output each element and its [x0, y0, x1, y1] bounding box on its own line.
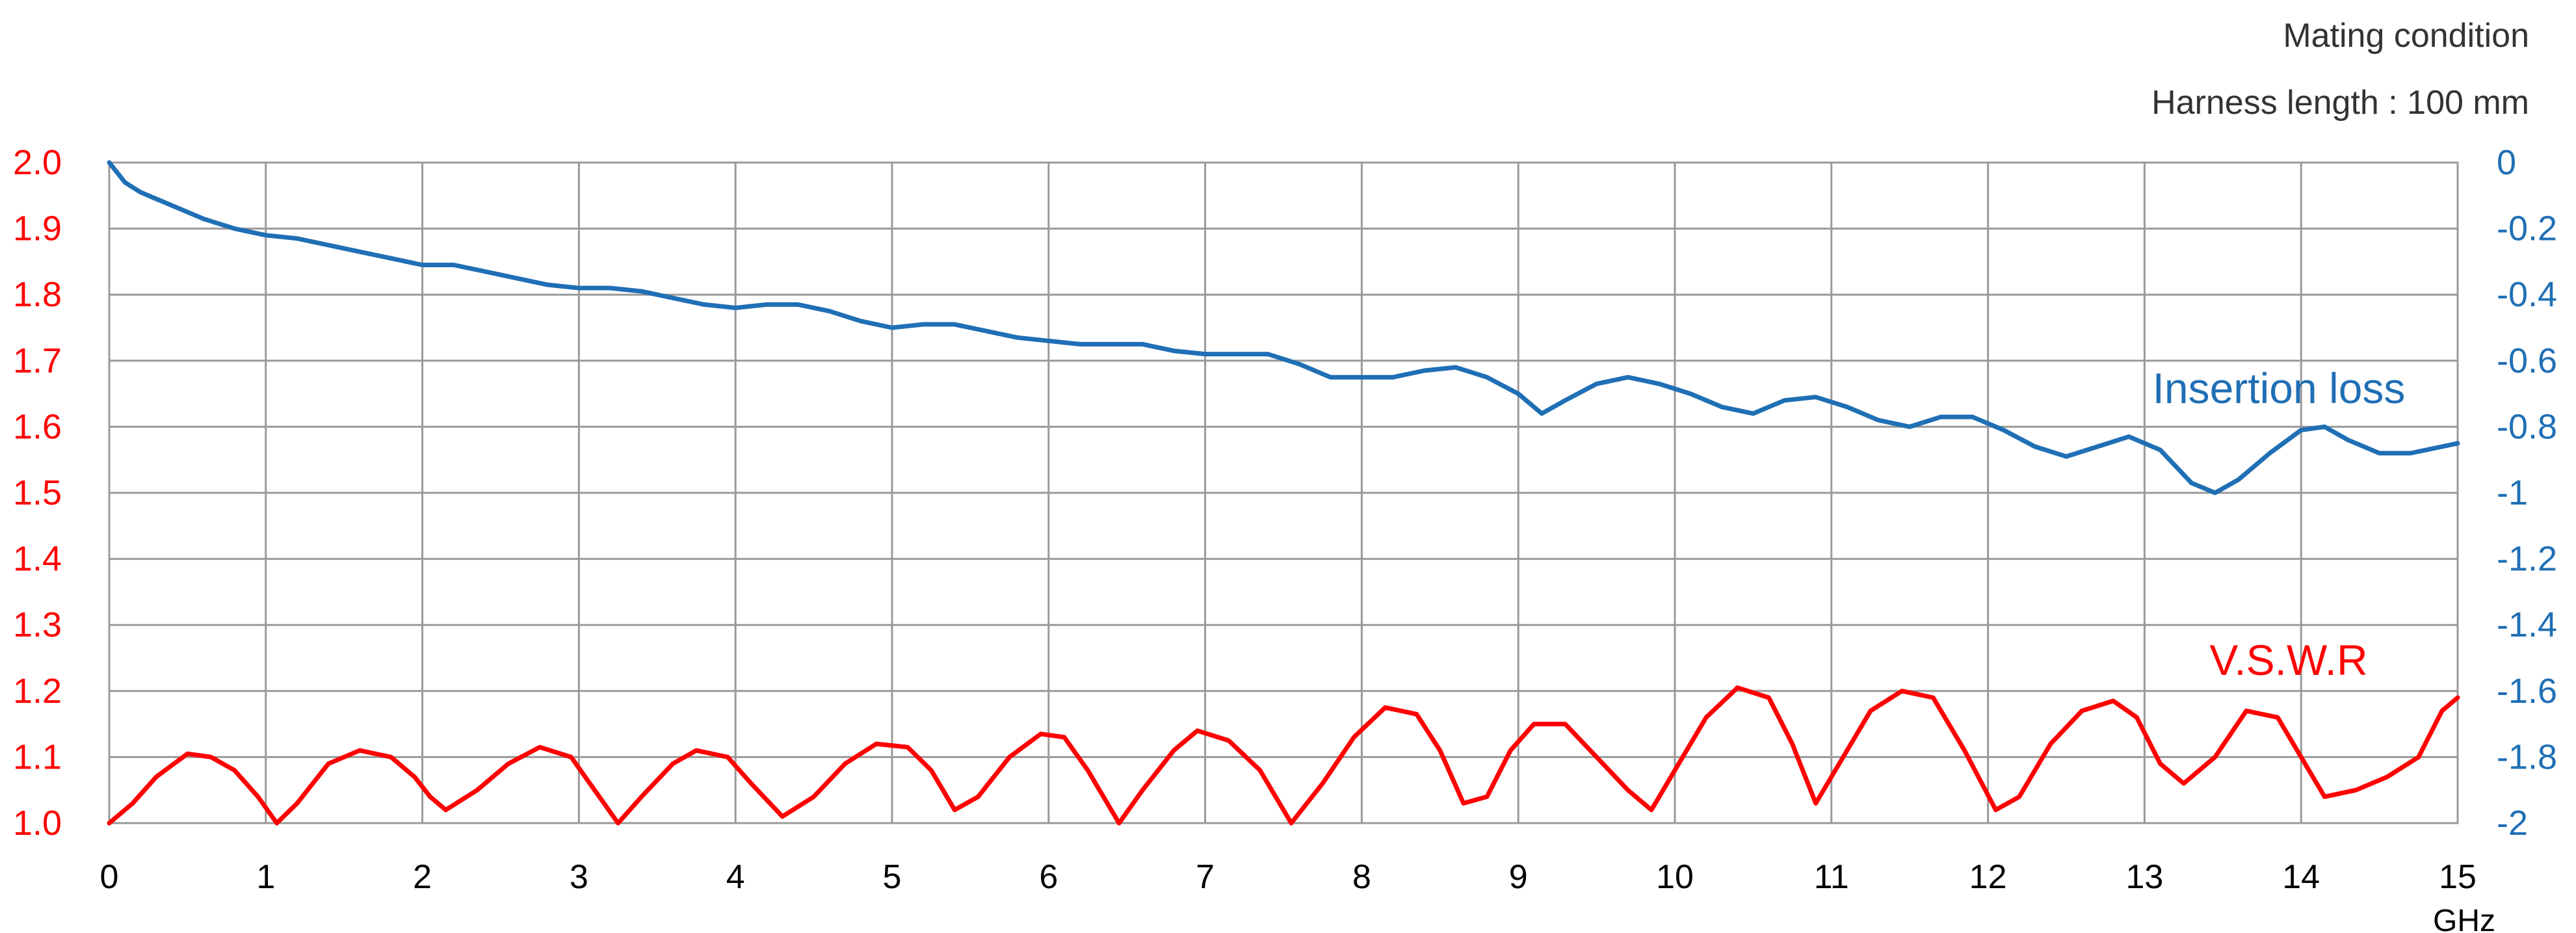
left-tick-label: 1.5	[13, 473, 62, 512]
right-tick-label: -0.2	[2497, 209, 2557, 248]
x-tick-label: 1	[256, 858, 275, 896]
right-tick-label: 0	[2497, 143, 2516, 182]
x-axis-unit-label: GHz	[2433, 904, 2495, 933]
right-tick-label: -1	[2497, 473, 2528, 512]
series-label-insertion-loss: Insertion loss	[2153, 364, 2406, 412]
insertion-loss-series-line	[107, 160, 2460, 495]
x-tick-label: 6	[1039, 858, 1058, 896]
right-tick-label: -1.2	[2497, 540, 2557, 579]
x-tick-label: 2	[413, 858, 432, 896]
vswr-series-line	[107, 685, 2460, 826]
left-tick-label: 1.6	[13, 407, 62, 446]
x-tick-label: 15	[2439, 858, 2477, 896]
right-tick-label: -2	[2497, 804, 2528, 843]
x-tick-label: 13	[2125, 858, 2163, 896]
left-tick-label: 1.8	[13, 275, 62, 314]
x-axis-ticks: 0 1 2 3 4 5 6 7 8 9 10 11 12 13 14 15	[100, 858, 2477, 896]
right-tick-label: -1.4	[2497, 605, 2557, 644]
left-tick-label: 1.1	[13, 737, 62, 776]
left-tick-label: 1.2	[13, 672, 62, 711]
left-tick-label: 1.4	[13, 540, 62, 579]
right-tick-label: -0.8	[2497, 407, 2557, 446]
x-tick-label: 14	[2282, 858, 2320, 896]
x-tick-label: 4	[726, 858, 745, 896]
x-tick-label: 8	[1352, 858, 1371, 896]
left-tick-label: 1.3	[13, 605, 62, 644]
x-tick-label: 7	[1196, 858, 1215, 896]
right-axis-ticks: 0 -0.2 -0.4 -0.6 -0.8 -1 -1.2 -1.4 -1.6 -1.8 -2	[2497, 143, 2557, 843]
x-tick-label: 0	[100, 858, 119, 896]
right-tick-label: -0.4	[2497, 275, 2557, 314]
x-tick-label: 3	[570, 858, 588, 896]
left-tick-label: 1.0	[13, 804, 62, 843]
x-tick-label: 9	[1509, 858, 1528, 896]
series-label-vswr: V.S.W.R	[2209, 636, 2367, 684]
left-tick-label: 1.7	[13, 341, 62, 380]
right-tick-label: -1.8	[2497, 737, 2557, 776]
right-tick-label: -1.6	[2497, 672, 2557, 711]
chart-header-line-1: Mating condition	[2283, 17, 2529, 55]
left-tick-label: 2.0	[13, 143, 62, 182]
grid	[109, 163, 2458, 823]
chart-header-line-2: Harness length : 100 mm	[2151, 84, 2529, 122]
x-tick-label: 11	[1814, 858, 1849, 896]
x-tick-label: 10	[1656, 858, 1694, 896]
right-tick-label: -0.6	[2497, 341, 2557, 380]
left-axis-ticks: 2.0 1.9 1.8 1.7 1.6 1.5 1.4 1.3 1.2 1.1 1.0	[13, 143, 62, 843]
left-tick-label: 1.9	[13, 209, 62, 248]
x-tick-label: 5	[883, 858, 902, 896]
x-tick-label: 12	[1969, 858, 2007, 896]
series-layer	[107, 160, 2460, 826]
